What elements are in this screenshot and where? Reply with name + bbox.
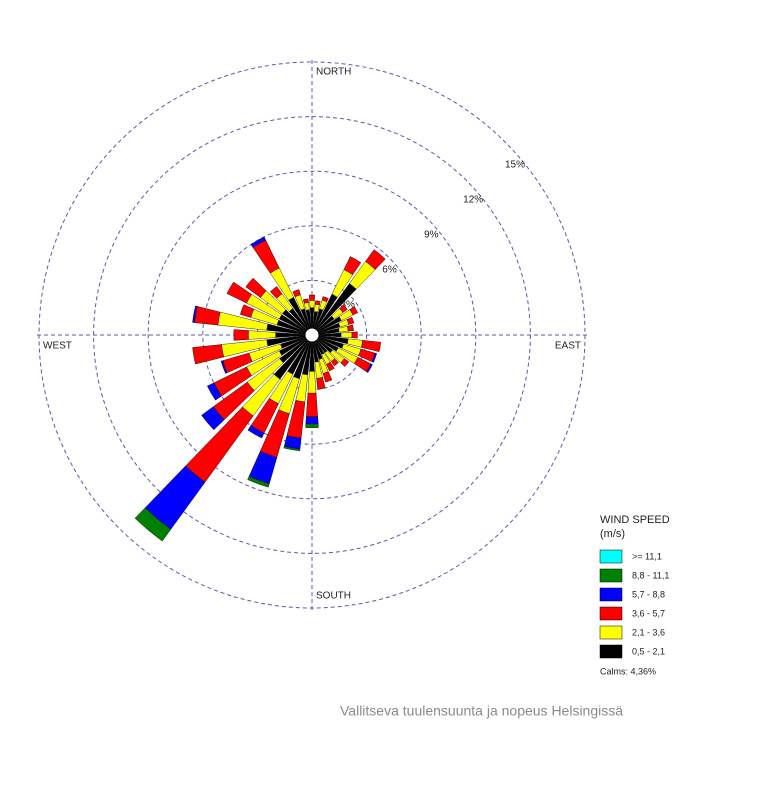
direction-label: SOUTH [316,591,351,602]
petal-segment [292,289,301,298]
petal-segment [365,249,386,270]
direction-label: NORTH [316,67,351,78]
legend-label: 0,5 - 2,1 [632,646,665,656]
petal-segment [248,330,276,340]
petal-segment [316,377,326,390]
petal-segment [346,316,355,325]
legend-title: WIND SPEED [600,514,670,526]
petal-segment [283,446,301,452]
petal-segment [305,423,319,429]
petal-segment [194,306,221,326]
petal-segment [303,302,310,311]
petal-segment [240,304,255,318]
petal-segment [247,425,265,439]
ring-label: 3% [340,300,355,311]
petal-segment [347,324,354,332]
legend-label: 3,6 - 5,7 [632,608,665,618]
legend-label: 5,7 - 8,8 [632,589,665,599]
petal-segment [343,256,362,275]
legend-swatch [599,568,623,583]
legend-unit: (m/s) [600,528,625,540]
calm-circle [304,327,320,343]
petal-segment [226,281,252,304]
petal-segment [339,304,348,313]
ring-label: 15% [505,159,525,170]
direction-label: WEST [43,341,72,352]
petal-segment [340,331,353,339]
petal-segment [220,360,228,374]
petal-segment [315,300,321,306]
petal-segment [306,392,318,418]
grid-ring [202,225,422,445]
petal-segment [361,340,382,352]
petal-segment [305,416,319,425]
petal-segment [308,294,316,301]
petal-segment [201,406,225,431]
legend-swatch [599,587,623,602]
petal-segment [351,331,358,339]
petal-segment [330,358,339,367]
petal-segment [192,344,224,365]
ring-label: 6% [382,265,397,276]
petal-segment [309,300,315,308]
calms-label: Calms: 4,36% [600,666,656,676]
legend-label: 2,1 - 3,6 [632,627,665,637]
petal-segment [307,371,317,394]
petal-segment [371,352,377,363]
petal-segment [233,329,249,341]
petal-segment [302,298,309,304]
petal-segment [326,361,335,372]
petal-segment [207,382,222,401]
caption: Vallitseva tuulensuunta ja nopeus Helsin… [340,703,623,719]
petal-segment [245,277,267,298]
legend-label: >= 11,1 [632,551,662,561]
ring-label: 12% [463,194,483,205]
petal-segment [340,358,350,367]
ring-label: 9% [424,229,439,240]
petal-segment [349,306,359,316]
petal-segment [321,296,329,303]
petal-segment [250,236,266,248]
petal-segment [269,286,283,299]
legend-label: 8,8 - 11,1 [632,570,669,580]
petal-segment [134,507,172,542]
legend-swatch [599,606,623,621]
legend-swatch [599,625,623,640]
legend-swatch [599,549,623,564]
petal-segment [366,363,373,373]
petal-segment [192,305,198,323]
legend-swatch [599,644,623,659]
grid-ring [147,170,477,500]
petal-segment [322,371,333,383]
direction-label: EAST [555,341,581,352]
petal-segment [247,476,270,488]
